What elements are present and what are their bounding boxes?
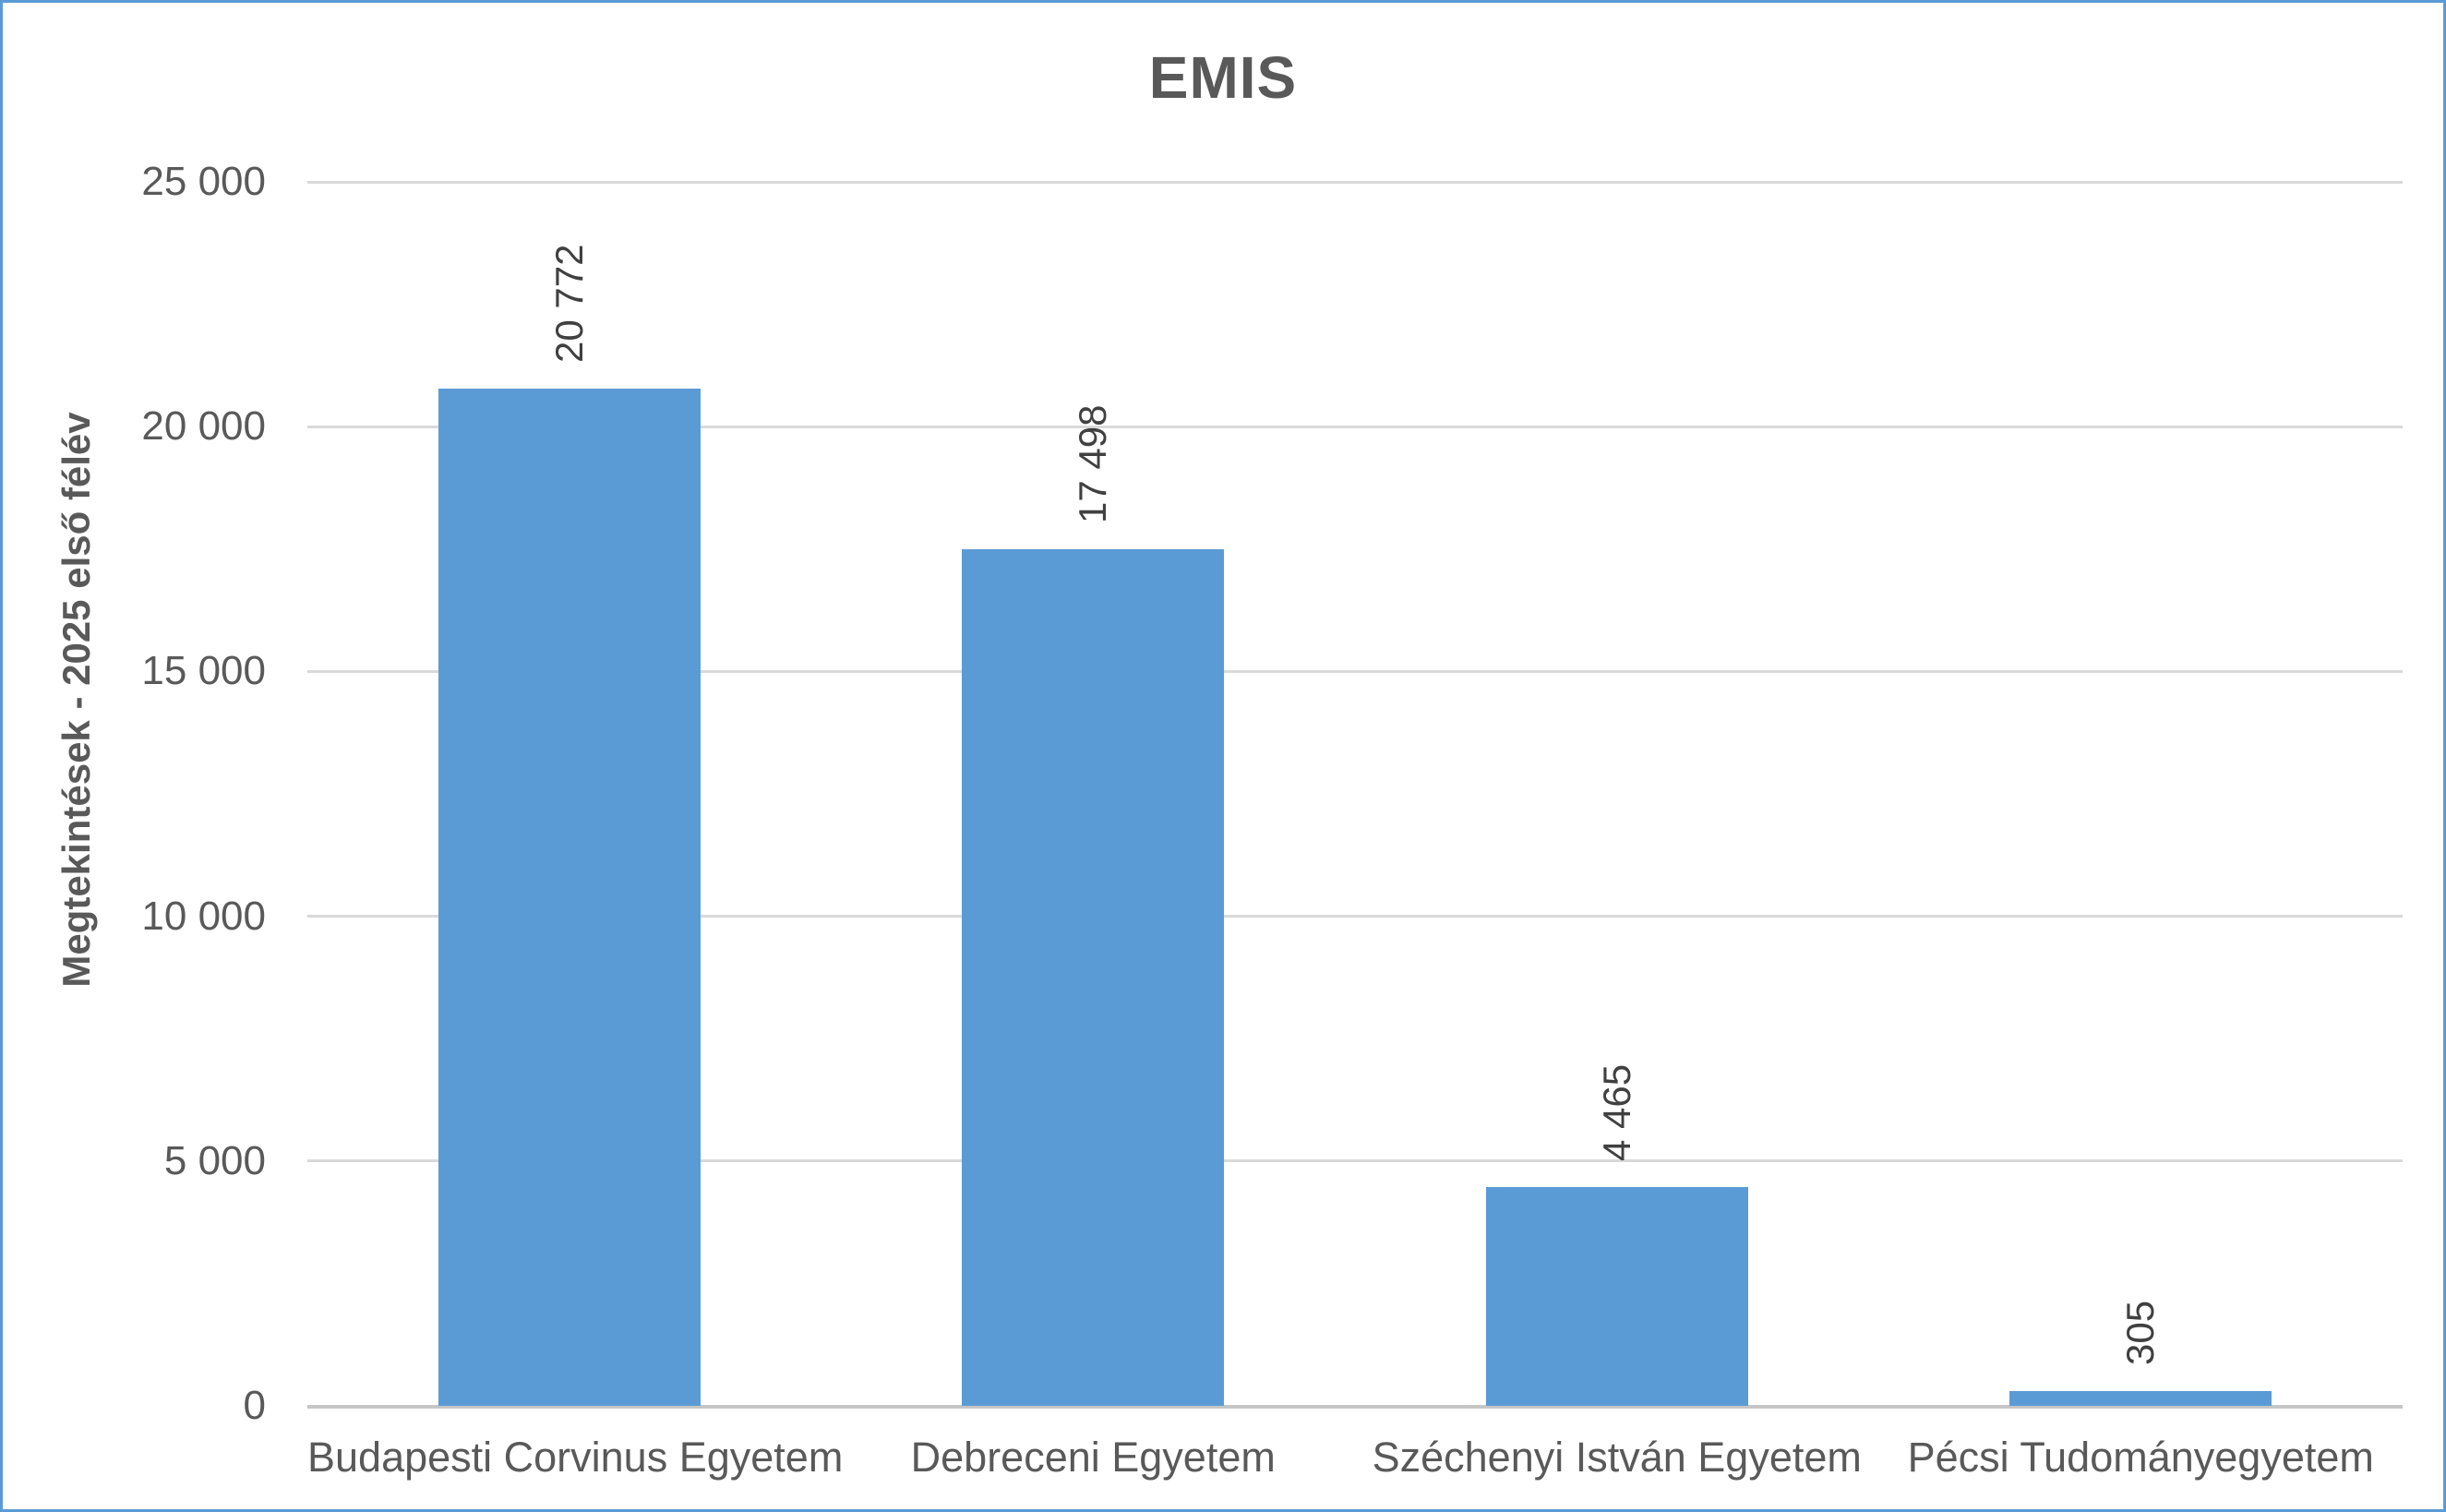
gridline xyxy=(307,425,2403,428)
x-axis-line xyxy=(307,1404,2403,1409)
y-tick-label: 20 000 xyxy=(141,403,266,450)
y-tick-label: 5 000 xyxy=(163,1137,266,1183)
gridline xyxy=(307,669,2403,673)
y-tick-label: 25 000 xyxy=(141,159,266,204)
gridline xyxy=(307,180,2403,184)
bar-data-label: 20 772 xyxy=(546,244,591,364)
bar[interactable] xyxy=(438,389,701,1406)
x-category-label: Budapesti Corvinus Egyetem xyxy=(307,1434,844,1481)
y-tick-label: 15 000 xyxy=(141,648,266,694)
bar-data-label: 305 xyxy=(2118,1300,2163,1365)
gridline xyxy=(307,915,2403,918)
x-category-label: Pécsi Tudományegyetem xyxy=(1907,1434,2374,1481)
bar-data-label: 17 498 xyxy=(1071,404,1115,523)
x-category-label: Széchenyi István Egyetem xyxy=(1372,1434,1862,1481)
x-category-label: Debreceni Egyetem xyxy=(910,1434,1276,1481)
chart-title: EMIS xyxy=(1148,44,1298,111)
bar[interactable] xyxy=(1485,1187,1748,1406)
bar-data-label: 4 465 xyxy=(1594,1064,1638,1162)
y-tick-label: 0 xyxy=(243,1383,266,1428)
bar[interactable] xyxy=(962,548,1225,1406)
y-tick-label: 10 000 xyxy=(141,893,266,939)
gridline xyxy=(307,1159,2403,1163)
bar[interactable] xyxy=(2009,1390,2272,1406)
